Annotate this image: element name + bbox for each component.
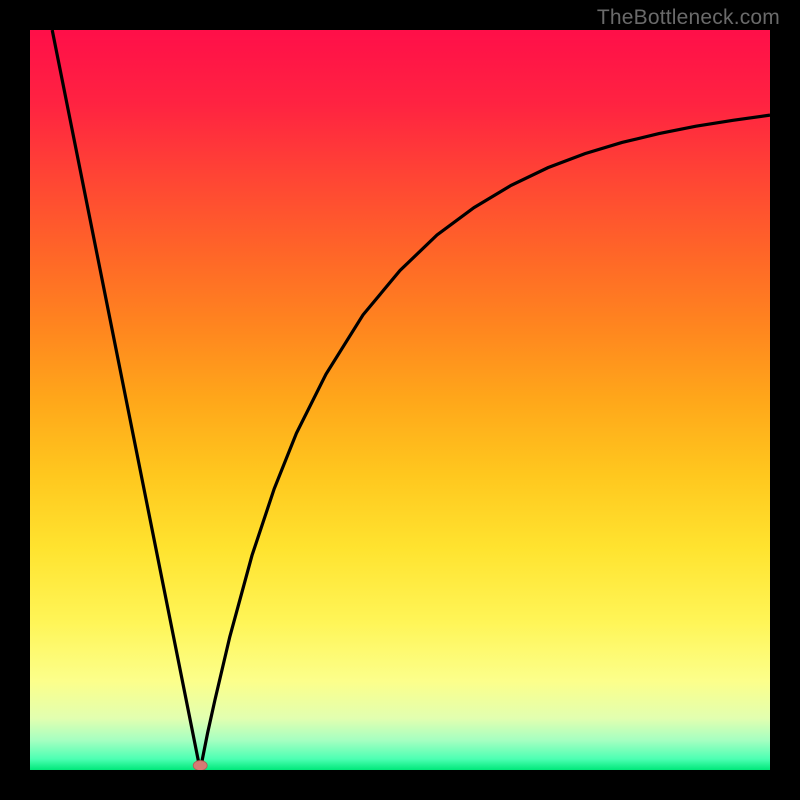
chart-frame: TheBottleneck.com — [0, 0, 800, 800]
chart-svg — [30, 30, 770, 770]
watermark-text: TheBottleneck.com — [597, 6, 780, 30]
minimum-marker — [193, 761, 207, 770]
plot-area — [30, 30, 770, 770]
gradient-background — [30, 30, 770, 770]
